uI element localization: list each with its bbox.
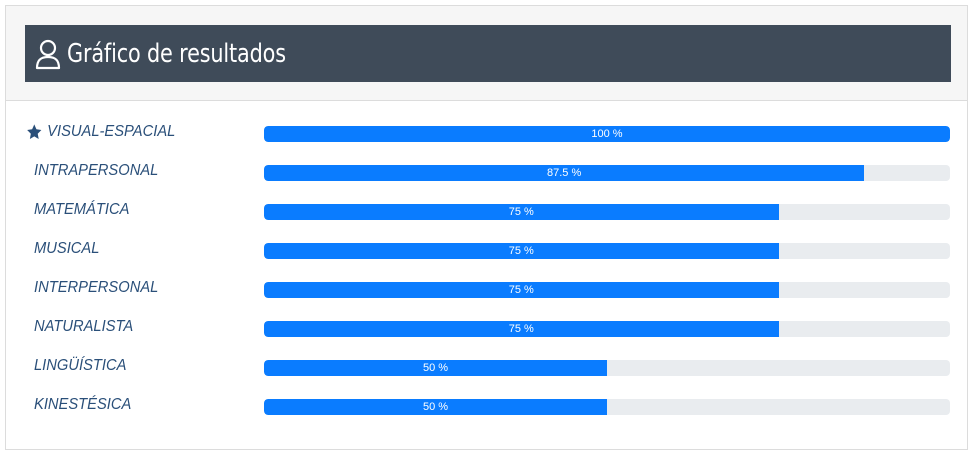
progress-bar-track: 87.5 % <box>264 165 950 181</box>
result-label-text: KINESTÉSICA <box>34 396 132 413</box>
progress-bar-fill: 75 % <box>264 282 779 298</box>
progress-bar-fill: 75 % <box>264 243 779 259</box>
result-row: MUSICAL 75 % <box>6 236 967 275</box>
result-label: KINESTÉSICA <box>34 394 131 416</box>
progress-bar-track: 75 % <box>264 204 950 220</box>
result-label-text: INTERPERSONAL <box>34 279 159 296</box>
progress-value: 75 % <box>508 284 534 296</box>
progress-bar-track: 75 % <box>264 243 950 259</box>
result-label-text: INTRAPERSONAL <box>34 162 159 179</box>
progress-bar-fill: 87.5 % <box>264 165 865 181</box>
result-label-text: NATURALISTA <box>34 318 134 335</box>
results-list: VISUAL-ESPACIAL 100 % INTRAPERSONAL 87.5 % M… <box>6 119 967 431</box>
result-label: LINGÜÍSTICA <box>34 355 126 377</box>
result-label: MUSICAL <box>34 238 99 260</box>
result-row: NATURALISTA 75 % <box>6 314 967 353</box>
result-row: INTERPERSONAL 75 % <box>6 275 967 314</box>
progress-bar-track: 75 % <box>264 321 950 337</box>
result-label-text: MUSICAL <box>34 240 100 257</box>
result-row: MATEMÁTICA 75 % <box>6 197 967 236</box>
result-row: INTRAPERSONAL 87.5 % <box>6 158 967 197</box>
progress-bar-fill: 75 % <box>264 321 779 337</box>
progress-value: 87.5 % <box>547 167 582 179</box>
result-label: INTRAPERSONAL <box>34 160 158 182</box>
progress-value: 50 % <box>422 362 449 374</box>
result-row: KINESTÉSICA 50 % <box>6 392 967 431</box>
result-label: NATURALISTA <box>34 316 133 338</box>
card-header: Gráfico de resultados <box>6 6 967 101</box>
progress-bar-track: 100 % <box>264 126 950 142</box>
user-icon <box>35 38 61 70</box>
result-label: INTERPERSONAL <box>34 277 158 299</box>
page-title: Gráfico de resultados <box>67 38 286 69</box>
progress-bar-track: 50 % <box>264 360 950 376</box>
result-label-text: LINGÜÍSTICA <box>34 357 127 374</box>
result-label: MATEMÁTICA <box>34 199 129 221</box>
title-bar: Gráfico de resultados <box>25 25 951 82</box>
result-row: VISUAL-ESPACIAL 100 % <box>6 119 967 158</box>
results-card: Gráfico de resultados VISUAL-ESPACIAL 100… <box>5 5 968 450</box>
progress-bar-fill: 50 % <box>264 360 607 376</box>
progress-value: 75 % <box>508 206 534 218</box>
progress-bar-track: 50 % <box>264 399 950 415</box>
progress-value: 75 % <box>508 323 534 335</box>
star-icon <box>26 123 43 141</box>
result-label-text: VISUAL-ESPACIAL <box>47 123 176 140</box>
progress-value: 75 % <box>508 245 534 257</box>
result-row: LINGÜÍSTICA 50 % <box>6 353 967 392</box>
result-label: VISUAL-ESPACIAL <box>26 121 175 143</box>
result-label-text: MATEMÁTICA <box>34 201 130 218</box>
progress-bar-fill: 100 % <box>264 126 950 142</box>
progress-bar-fill: 75 % <box>264 204 779 220</box>
progress-bar-track: 75 % <box>264 282 950 298</box>
progress-value: 100 % <box>591 128 623 140</box>
progress-value: 50 % <box>422 401 449 413</box>
progress-bar-fill: 50 % <box>264 399 607 415</box>
